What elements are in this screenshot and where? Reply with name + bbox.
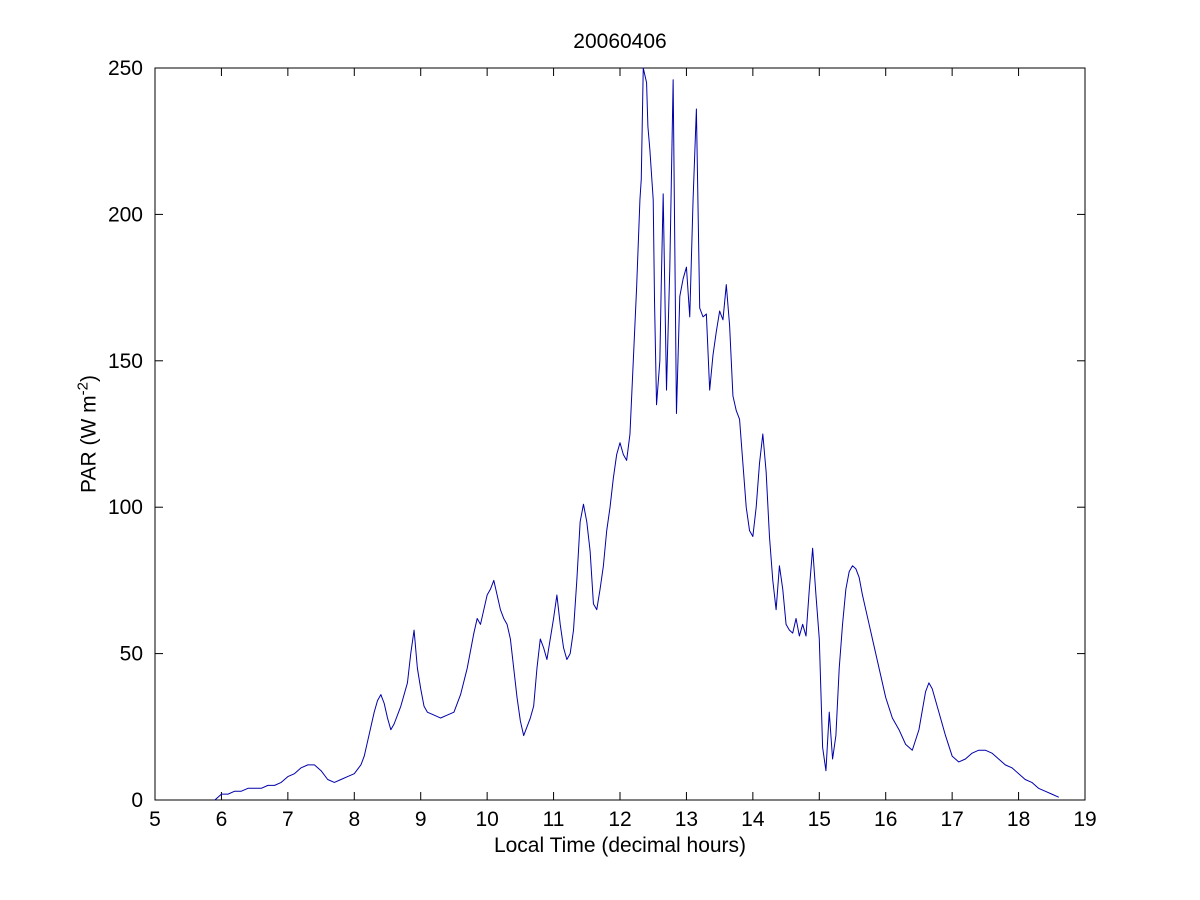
x-tick-label: 11 — [543, 808, 565, 831]
x-tick-label: 7 — [282, 808, 294, 831]
x-axis-label: Local Time (decimal hours) — [493, 834, 747, 857]
x-tick-label: 16 — [874, 808, 897, 831]
y-axis-label-superscript: -2 — [74, 382, 92, 396]
y-tick-label: 0 — [131, 789, 143, 812]
x-tick-label: 6 — [216, 808, 228, 831]
y-tick-label: 250 — [108, 57, 143, 80]
y-tick-label: 200 — [108, 203, 143, 226]
y-axis-label: PAR (W m-2) — [75, 375, 102, 493]
plot-box — [154, 67, 1086, 801]
x-tick-label: 5 — [149, 808, 161, 831]
data-line-par — [214, 67, 1059, 801]
x-tick-label: 13 — [675, 808, 698, 831]
y-axis-label-suffix: ) — [77, 375, 101, 383]
y-tick-label: 50 — [120, 643, 143, 666]
x-tick-label: 14 — [741, 808, 765, 831]
y-axis-label-prefix: PAR (W m — [77, 395, 101, 493]
x-tick-label: 18 — [1007, 808, 1030, 831]
x-tick-label: 9 — [415, 808, 427, 831]
chart-title: 20060406 — [573, 30, 667, 53]
x-tick-label: 19 — [1073, 808, 1096, 831]
x-tick-label: 10 — [475, 808, 498, 831]
y-tick-label: 100 — [108, 496, 143, 519]
x-tick-label: 8 — [348, 808, 360, 831]
x-tick-label: 17 — [940, 808, 963, 831]
x-tick-label: 12 — [608, 808, 631, 831]
x-tick-label: 15 — [808, 808, 831, 831]
y-tick-label: 150 — [108, 350, 143, 373]
